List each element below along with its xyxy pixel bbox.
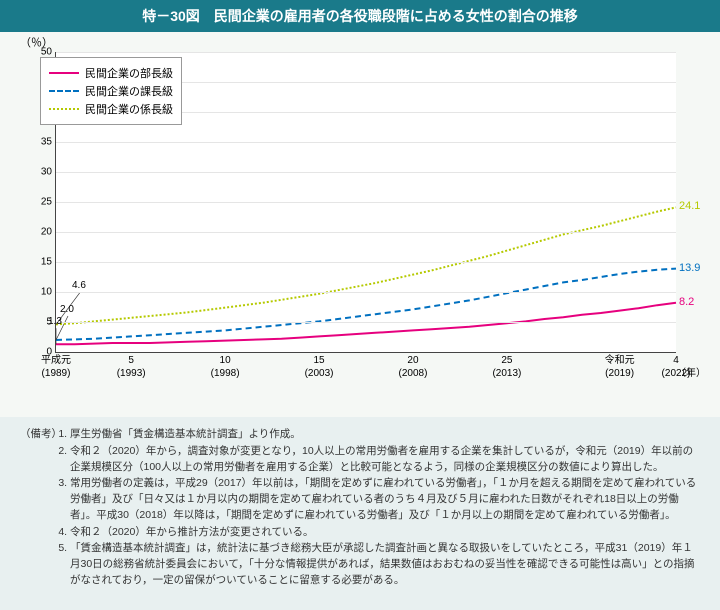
series-end-label: 24.1	[679, 200, 700, 212]
y-tick-label: 10	[41, 287, 56, 298]
legend-item: 民間企業の係長級	[49, 101, 173, 117]
series-line	[56, 303, 676, 344]
footnotes: （備考） 厚生労働省「賃金構造基本統計調査」より作成。令和２（2020）年から，…	[0, 417, 720, 605]
grid-line	[56, 322, 676, 323]
legend-swatch	[49, 72, 79, 74]
x-tick-label: 25(2013)	[492, 352, 521, 380]
series-start-callout: 1.3	[48, 316, 62, 327]
y-tick-label: 35	[41, 137, 56, 148]
grid-line	[56, 202, 676, 203]
series-start-callout: 4.6	[72, 280, 86, 291]
series-end-label: 13.9	[679, 262, 700, 274]
legend-label: 民間企業の係長級	[85, 101, 173, 117]
y-tick-label: 30	[41, 167, 56, 178]
footnote-item: 「賃金構造基本統計調査」は，統計法に基づき総務大臣が承認した調査計画と異なる取扱…	[70, 541, 700, 588]
series-end-label: 8.2	[679, 296, 694, 308]
series-start-callout: 2.0	[60, 304, 74, 315]
grid-line	[56, 292, 676, 293]
grid-line	[56, 262, 676, 263]
footnotes-head: （備考）	[20, 427, 62, 443]
chart-title: 特－30図 民間企業の雇用者の各役職段階に占める女性の割合の推移	[0, 0, 720, 32]
legend-item: 民間企業の課長級	[49, 83, 173, 99]
footnote-item: 令和２（2020）年から推計方法が変更されている。	[70, 525, 700, 541]
x-tick-label: 10(1998)	[211, 352, 240, 380]
footnote-item: 令和２（2020）年から，調査対象が変更となり，10人以上の常用労働者を雇用する…	[70, 444, 700, 476]
x-tick-label: 平成元(1989)	[41, 352, 71, 380]
y-tick-label: 20	[41, 227, 56, 238]
grid-line	[56, 52, 676, 53]
chart-area: （％） （年） 05101520253035404550平成元(1989)5(1…	[0, 32, 720, 417]
series-line	[56, 269, 676, 340]
y-tick-label: 50	[41, 47, 56, 58]
legend: 民間企業の部長級民間企業の課長級民間企業の係長級	[40, 57, 182, 125]
legend-item: 民間企業の部長級	[49, 65, 173, 81]
legend-label: 民間企業の課長級	[85, 83, 173, 99]
footnote-item: 厚生労働省「賃金構造基本統計調査」より作成。	[70, 427, 700, 443]
x-tick-label: 5(1993)	[117, 352, 146, 380]
legend-swatch	[49, 108, 79, 110]
y-tick-label: 15	[41, 257, 56, 268]
legend-swatch	[49, 90, 79, 92]
x-tick-label: 15(2003)	[305, 352, 334, 380]
y-tick-label: 25	[41, 197, 56, 208]
series-line	[56, 207, 676, 324]
footnote-item: 常用労働者の定義は，平成29（2017）年以前は，「期間を定めずに雇われている労…	[70, 476, 700, 523]
grid-line	[56, 172, 676, 173]
grid-line	[56, 142, 676, 143]
footnotes-list: 厚生労働省「賃金構造基本統計調査」より作成。令和２（2020）年から，調査対象が…	[70, 427, 700, 589]
x-tick-label: 20(2008)	[399, 352, 428, 380]
x-tick-label: 4(2022)	[662, 352, 691, 380]
grid-line	[56, 232, 676, 233]
x-tick-label: 令和元(2019)	[605, 352, 635, 380]
legend-label: 民間企業の部長級	[85, 65, 173, 81]
